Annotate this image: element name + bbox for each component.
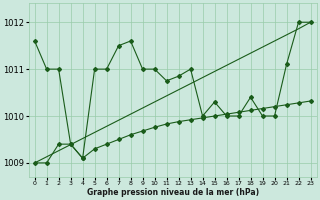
- X-axis label: Graphe pression niveau de la mer (hPa): Graphe pression niveau de la mer (hPa): [86, 188, 259, 197]
